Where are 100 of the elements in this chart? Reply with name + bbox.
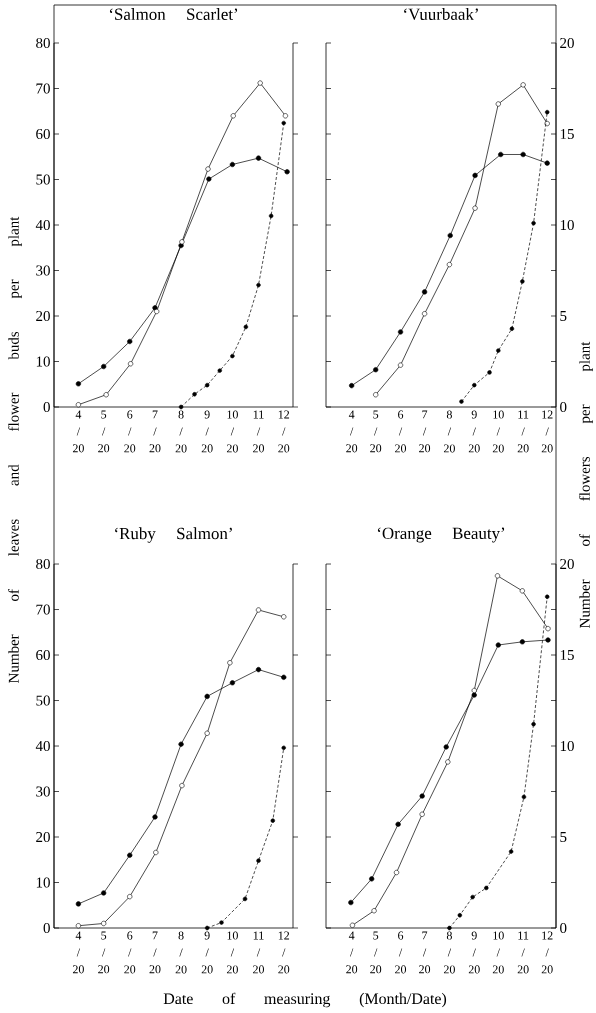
y-tick-label: 60 — [36, 649, 50, 661]
chart-title: ‘Salmon Scarlet’ — [109, 8, 238, 20]
point — [152, 814, 158, 820]
chart-title: ‘Ruby Salmon’ — [115, 527, 232, 543]
point — [255, 666, 262, 673]
x-tick-label: 7/20 — [419, 410, 431, 453]
y2-tick-label: 5 — [560, 832, 567, 842]
point — [519, 588, 525, 594]
point — [242, 896, 248, 902]
x-tick-label: 12/20 — [278, 931, 290, 974]
x-tick-label: 12/20 — [278, 410, 290, 453]
y-tick-label: 20 — [36, 310, 50, 322]
point — [229, 161, 236, 168]
y2-tick-label: 5 — [560, 311, 567, 321]
point — [373, 392, 379, 398]
x-tick-label: 12/20 — [541, 931, 553, 974]
y-tick-label: 70 — [36, 83, 50, 94]
point — [498, 151, 504, 158]
x-tick-label: 9/20 — [468, 410, 480, 453]
x-tick-label: 9/20 — [201, 931, 213, 974]
x-tick-label: 11/20 — [517, 931, 529, 974]
x-tick-label: 10/20 — [226, 931, 238, 974]
point — [101, 920, 107, 927]
point — [204, 925, 210, 931]
x-tick-label: 5/20 — [370, 410, 382, 453]
x-tick-label: 8/20 — [175, 410, 187, 453]
y-tick-label: 10 — [36, 356, 50, 367]
x-tick-label: 6/20 — [124, 931, 136, 974]
x-tick-label: 10/20 — [492, 410, 504, 453]
point — [153, 849, 159, 856]
point — [494, 573, 501, 579]
y-tick-label: 30 — [36, 265, 50, 276]
x-tick-label: 11/20 — [517, 410, 529, 453]
point — [152, 305, 158, 311]
point — [75, 402, 82, 408]
x-tick-label: 4/20 — [346, 410, 358, 453]
y2-tick-label: 15 — [560, 129, 574, 139]
point — [217, 368, 222, 373]
point — [205, 166, 211, 172]
point — [270, 818, 276, 823]
point — [472, 382, 477, 388]
point — [508, 849, 514, 854]
point — [373, 367, 379, 373]
point — [179, 783, 185, 789]
point — [103, 392, 109, 398]
point — [75, 923, 82, 929]
point — [179, 239, 185, 245]
point — [545, 637, 551, 643]
point — [447, 925, 452, 931]
point — [520, 82, 526, 88]
point — [204, 693, 210, 700]
y-tick-label: 80 — [36, 37, 50, 49]
y-tick-label: 70 — [36, 604, 50, 615]
y-tick-label: 60 — [36, 128, 50, 140]
x-tick-label: 5/20 — [98, 410, 110, 453]
point — [471, 687, 477, 694]
x-tick-label: 6/20 — [395, 931, 407, 974]
point — [544, 109, 550, 115]
point — [457, 913, 463, 918]
point — [75, 381, 82, 387]
point — [545, 626, 551, 632]
point — [219, 920, 224, 925]
point — [419, 811, 425, 817]
x-tick-label: 8/20 — [175, 931, 187, 974]
point — [75, 901, 82, 907]
point — [487, 370, 492, 375]
point — [393, 869, 400, 876]
point — [397, 329, 404, 335]
x-tick-label: 4/20 — [72, 931, 84, 974]
point — [101, 363, 107, 370]
point — [255, 607, 262, 613]
x-tick-label: 5/20 — [370, 931, 382, 974]
point — [397, 362, 404, 368]
x-tick-label: 8/20 — [443, 931, 455, 974]
point — [471, 692, 477, 698]
y-tick-label: 50 — [36, 174, 50, 185]
point — [281, 614, 287, 620]
point — [284, 169, 290, 175]
chart-title: ‘Vuurbaak’ — [404, 8, 478, 21]
point — [101, 890, 107, 896]
point — [282, 113, 289, 119]
point — [192, 392, 197, 397]
y2-tick-label: 20 — [560, 37, 574, 49]
y2-tick-label: 15 — [560, 650, 574, 661]
point — [230, 113, 236, 119]
y-tick-label: 20 — [36, 831, 50, 843]
point — [445, 759, 451, 765]
point — [472, 172, 478, 179]
y2-tick-label: 10 — [560, 219, 574, 231]
x-tick-label: 6/20 — [124, 410, 136, 453]
point — [520, 279, 525, 284]
point — [509, 326, 515, 331]
point — [495, 642, 501, 648]
point — [154, 308, 160, 315]
point — [519, 639, 525, 645]
point — [470, 894, 475, 900]
point — [257, 80, 263, 86]
point — [531, 220, 536, 226]
point — [349, 922, 356, 928]
point — [484, 885, 489, 891]
